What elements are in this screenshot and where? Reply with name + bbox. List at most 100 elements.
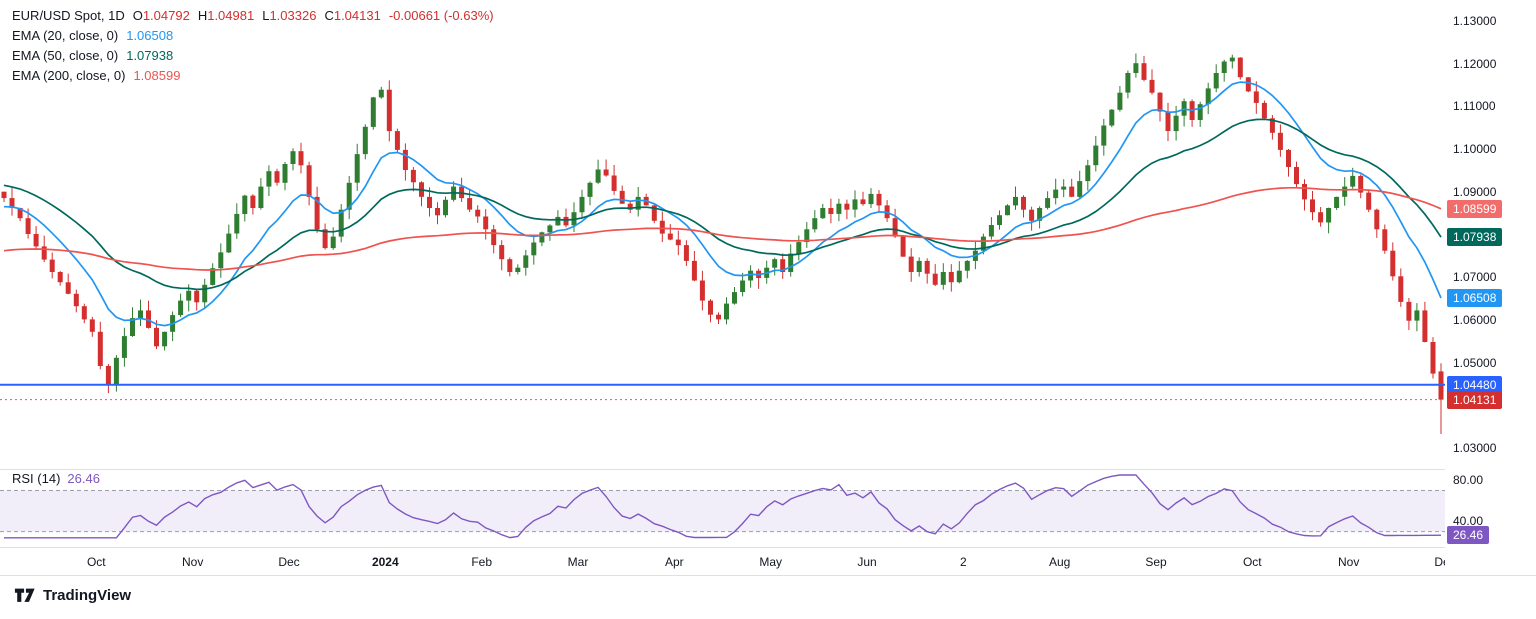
rsi-tick: 40.00 [1453,514,1484,529]
candle [306,165,312,197]
candle [1205,88,1211,105]
candle [940,272,946,285]
legend-row-ema20[interactable]: EMA (20, close, 0) 1.06508 [12,26,494,46]
candle [1245,77,1251,92]
candle [378,89,384,98]
time-label: Feb [471,555,493,569]
price-pane[interactable] [0,0,1445,468]
candle [491,229,497,246]
candle [57,272,63,283]
candle [788,253,794,272]
candle [716,314,721,320]
price-tick: 1.12000 [1453,56,1497,71]
candle [900,236,906,257]
candle [595,169,601,183]
candle [1318,212,1324,223]
candle [290,151,296,164]
candle [210,268,216,285]
candle [17,208,23,219]
symbol-title[interactable]: EUR/USD Spot, 1D [12,8,125,23]
candle [507,259,513,272]
candle [772,259,778,268]
legend-row-ema50[interactable]: EMA (50, close, 0) 1.07938 [12,46,494,66]
candle [1165,111,1171,131]
time-label: Dec [278,555,300,569]
ema20-price-badge: 1.06508 [1447,289,1503,308]
candle [1029,209,1035,221]
candle [691,260,697,281]
candle [683,245,689,261]
candle [948,272,954,283]
candle [740,280,746,292]
candle [780,259,786,272]
candle [924,260,930,274]
rsi-legend[interactable]: RSI (14) 26.46 [12,471,100,486]
candle [322,229,328,249]
candle [627,203,633,210]
time-axis[interactable]: Oct Nov Dec 2024 Feb Mar Apr May Jun 2 Aug Sep Oct No… [0,548,1456,575]
candle [724,303,729,320]
time-label: Aug [1049,555,1071,569]
candle [138,310,143,319]
candle [427,196,432,208]
candle [1157,92,1163,112]
candles-layer [1,53,1444,434]
candle [314,196,320,230]
candle [73,293,79,307]
candle [1085,165,1091,182]
price-tick: 1.06000 [1453,312,1497,327]
price-tick: 1.09000 [1453,184,1497,199]
candle [852,199,858,210]
pane-separator-bottom [0,547,1536,548]
candle [611,175,617,191]
candle [402,149,408,170]
candle [1069,186,1075,197]
candle [1261,102,1267,119]
candle [1398,276,1404,302]
ema200-line [3,186,1442,271]
candle [1,191,7,199]
candle [1221,61,1227,73]
legend-row-ema200[interactable]: EMA (200, close, 0) 1.08599 [12,66,494,86]
candle [298,151,304,166]
rsi-pane[interactable] [0,470,1445,547]
rsi-line [4,474,1442,539]
candle [1037,208,1043,221]
candle [49,259,55,272]
rsi-value-badge: 26.46 [1447,526,1490,545]
candle [121,336,127,358]
candle [194,290,200,303]
candle [1382,229,1388,251]
candle [699,280,705,301]
candle [226,233,232,253]
candle [748,270,754,281]
time-label: 2 [959,555,967,569]
candle [603,169,609,176]
candle [186,290,192,301]
candle [980,236,986,251]
candle [868,193,874,205]
ema20-line [3,81,1442,327]
candle [732,292,737,304]
candle [619,190,625,204]
candle [1053,189,1059,199]
candle [394,131,400,150]
candle [1350,175,1356,187]
time-label: 2024 [371,555,399,569]
time-label: Oct [1242,555,1262,569]
candle [1277,132,1283,150]
candle [547,225,553,233]
candle [1117,92,1123,110]
candle [266,171,272,187]
candle [1358,175,1364,193]
candle [860,199,866,205]
candle [844,203,850,210]
brand-name: TradingView [43,586,132,604]
ema200-value: 1.08599 [133,68,181,83]
candle [1045,198,1051,208]
candle [1197,104,1203,120]
tradingview-attribution[interactable]: TradingView [14,586,131,604]
price-tick: 1.05000 [1453,355,1497,370]
price-axis[interactable]: 1.13000 1.12000 1.11000 1.10000 1.09000 1.070… [1445,0,1536,575]
